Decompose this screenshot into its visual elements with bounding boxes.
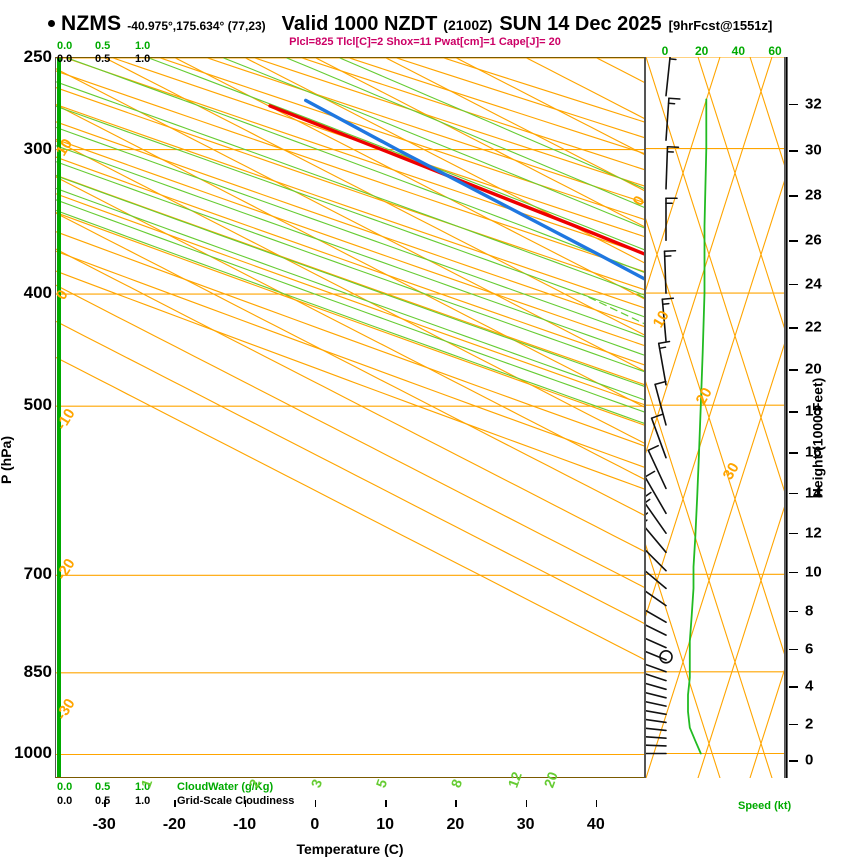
- cloudwater-bottom-tick-label: 1.0: [135, 781, 151, 793]
- height-tick-label: 24: [805, 275, 822, 293]
- pressure-tick-label: 250: [23, 47, 52, 66]
- height-axis-title: Height (1000 Feet): [809, 377, 826, 499]
- speed-axis-title: Speed (kt): [738, 800, 792, 812]
- station-dot: [48, 20, 55, 27]
- zulu-time: (2100Z): [443, 17, 493, 33]
- height-tick-label: 32: [805, 95, 822, 113]
- speed-tick-label: 60: [768, 44, 782, 58]
- header: NZMS -40.975°,175.634° (77,23) Valid 100…: [0, 12, 850, 38]
- valid-time: Valid 1000 NZDT: [281, 13, 438, 35]
- pressure-tick-label: 850: [23, 661, 52, 681]
- pressure-tick-label: 1000: [14, 743, 52, 763]
- cloudwater-bottom-axis-label: CloudWater (g/Kg): [177, 781, 274, 793]
- mixing-ratio-label-5: 5: [372, 776, 391, 790]
- temperature-tick-label: -20: [162, 816, 186, 833]
- height-tick: [789, 452, 798, 454]
- pressure-tick-label: 300: [23, 138, 52, 158]
- station-coordinates: -40.975°,175.634° (77,23): [127, 19, 266, 33]
- pressure-tick-label: 700: [23, 564, 52, 584]
- pressure-axis: 250 300 400 500 700 850 1000: [0, 0, 52, 860]
- cloudiness-bottom-tick-label: 0.5: [95, 795, 111, 807]
- cloudwater-bottom-tick-label: 0.0: [57, 781, 73, 793]
- height-tick: [789, 103, 798, 106]
- height-tick-label: 18: [805, 402, 822, 420]
- height-tick-label: 16: [805, 443, 822, 461]
- cloudwater-top-tick-label: 0.5: [95, 40, 111, 52]
- height-tick-label: 10: [805, 563, 822, 581]
- temperature-tick-label: -10: [233, 816, 257, 833]
- temperature-tick-label: 40: [586, 816, 605, 833]
- forecast-tag: [9hrFcst@1551z]: [668, 18, 773, 33]
- mixing-ratio-label-8: 8: [447, 776, 466, 790]
- temperature-tick-label: 0: [310, 816, 320, 833]
- height-tick: [789, 150, 798, 152]
- temperature-tick: [525, 800, 528, 807]
- temperature-tick: [595, 800, 598, 807]
- mixing-ratio-label-12: 12: [504, 769, 525, 790]
- height-tick-label: 12: [805, 524, 822, 542]
- skewt-plot[interactable]: [55, 57, 645, 778]
- temperature-tick-label: 10: [376, 816, 395, 833]
- height-tick-label: 2: [805, 715, 814, 733]
- height-tick: [789, 492, 798, 495]
- height-tick: [789, 327, 798, 329]
- temperature-tick: [385, 800, 387, 807]
- height-tick: [789, 610, 798, 613]
- height-tick: [789, 686, 798, 688]
- mixing-ratio-label-20: 20: [540, 769, 561, 790]
- temperature-tick: [244, 800, 247, 807]
- height-tick: [789, 532, 798, 535]
- height-tick-label: 8: [805, 602, 814, 620]
- height-tick: [789, 240, 798, 242]
- temperature-tick-label: 30: [516, 816, 535, 833]
- height-tick: [789, 411, 798, 413]
- temperature-tick: [455, 800, 457, 807]
- height-tick-label: 6: [805, 640, 814, 658]
- height-tick: [789, 760, 798, 762]
- cloudiness-top-tick-label: 0.0: [57, 53, 73, 65]
- height-tick: [789, 723, 798, 726]
- cloudwater-bottom-tick-label: 0.5: [95, 781, 111, 793]
- height-axis: [785, 57, 788, 778]
- pressure-axis-title: P (hPa): [0, 436, 14, 484]
- temperature-tick: [174, 800, 176, 807]
- temperature-tick: [104, 800, 106, 807]
- sounding-indices: Plcl=825 Tlcl[C]=2 Shox=11 Pwat[cm]=1 Ca…: [289, 36, 561, 48]
- height-tick-label: 28: [805, 186, 822, 204]
- height-tick-label: 4: [805, 677, 814, 695]
- temperature-axis-title: Temperature (C): [296, 841, 404, 857]
- cloudiness-bottom-tick-label: 0.0: [57, 795, 73, 807]
- temperature-tick: [314, 800, 317, 807]
- height-tick: [789, 195, 798, 197]
- cloudwater-top-tick-label: 0.0: [57, 40, 73, 52]
- height-tick-label: 20: [805, 360, 822, 378]
- valid-date: SUN 14 Dec 2025: [499, 13, 662, 35]
- cloudiness-top-tick-label: 0.5: [95, 53, 111, 65]
- mixing-ratio-label-3: 3: [307, 776, 326, 790]
- speed-tick-label: 20: [694, 44, 709, 58]
- height-tick-label: 22: [805, 318, 822, 336]
- height-tick: [789, 369, 798, 371]
- temperature-tick-label: 20: [446, 816, 465, 833]
- station-id: NZMS: [61, 12, 122, 35]
- height-tick-label: 0: [805, 751, 814, 769]
- height-tick: [789, 648, 798, 651]
- pressure-tick-label: 400: [23, 283, 52, 303]
- cloudwater-top-tick-label: 1.0: [135, 40, 151, 52]
- cloudiness-top-tick-label: 1.0: [135, 53, 151, 65]
- temperature-tick-label: -30: [92, 816, 116, 833]
- height-tick-label: 14: [805, 484, 822, 502]
- height-tick-label: 30: [805, 141, 822, 159]
- speed-tick-label: 0: [661, 44, 669, 58]
- height-tick: [789, 571, 798, 574]
- height-tick: [789, 283, 798, 286]
- height-tick-label: 26: [805, 231, 822, 249]
- speed-tick-label: 40: [731, 44, 746, 58]
- pressure-tick-label: 500: [23, 395, 52, 415]
- cloudiness-bottom-axis-label: Grid-Scale Cloudiness: [177, 795, 295, 807]
- wind-barb-panel[interactable]: [645, 57, 785, 778]
- cloudiness-bottom-tick-label: 1.0: [135, 795, 151, 807]
